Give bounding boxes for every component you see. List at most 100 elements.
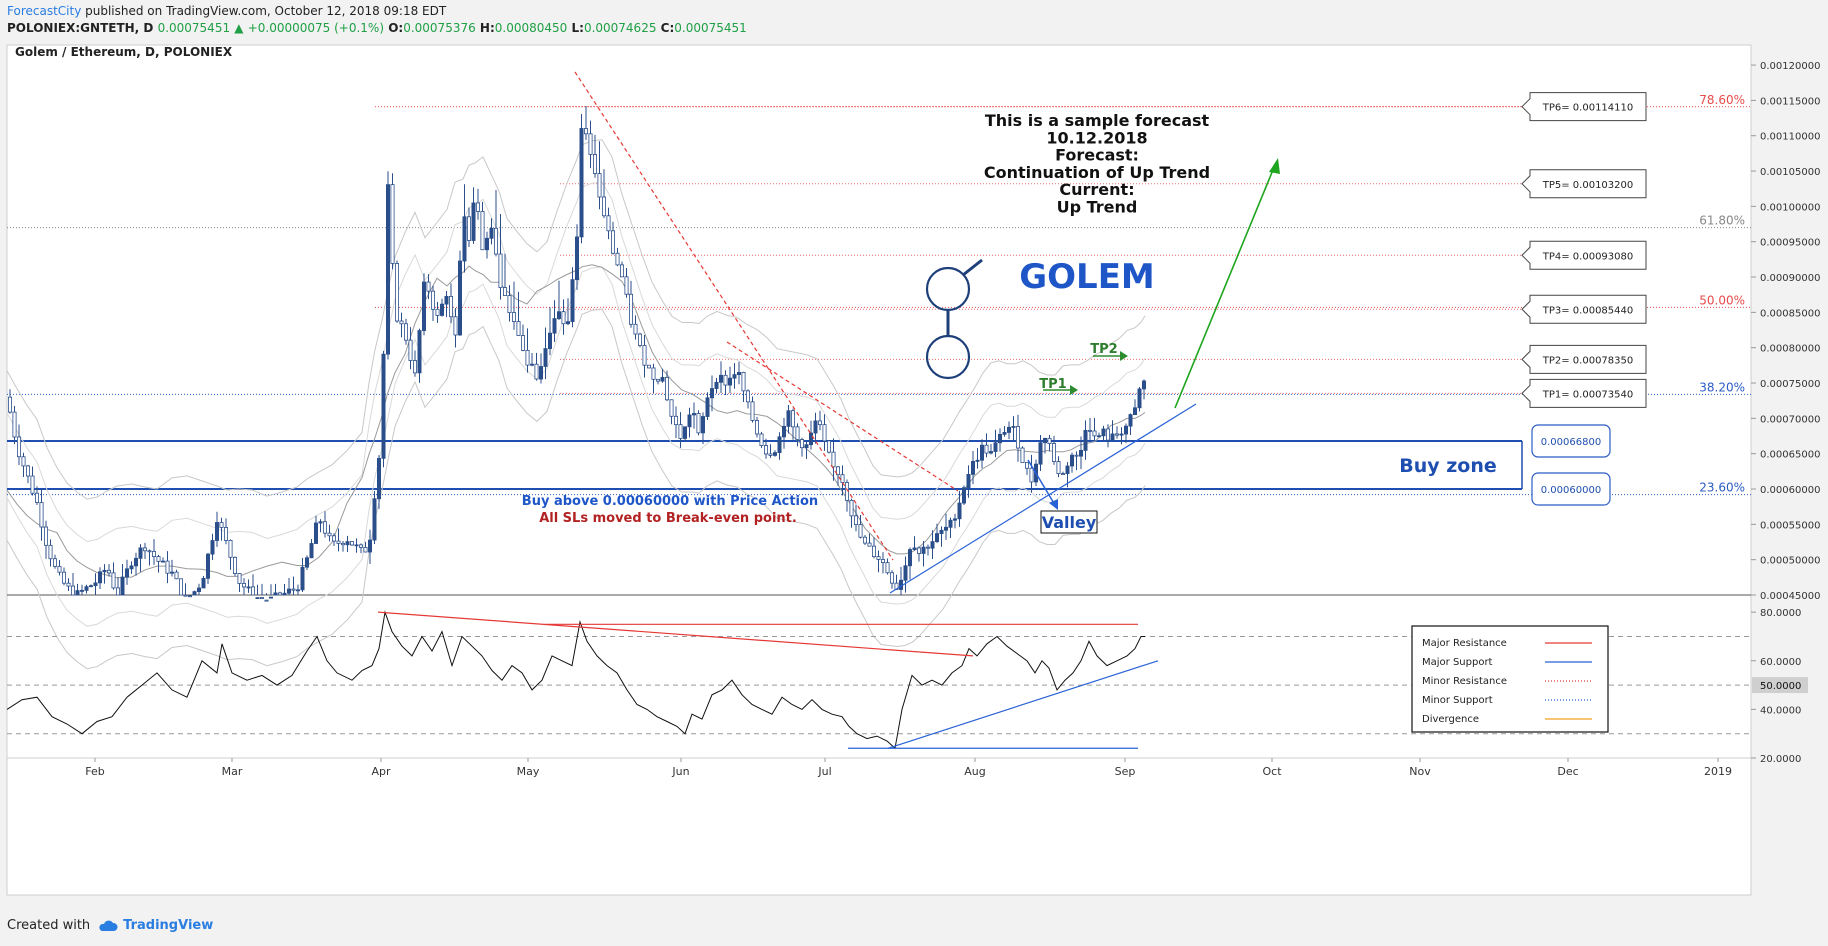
time-axis[interactable]: Feb Mar Apr May Jun Jul Aug Sep Oct Nov Dec 2019: [7, 757, 1751, 778]
candle-body: [484, 237, 489, 251]
candle-body: [475, 202, 480, 212]
candle-body: [237, 573, 242, 584]
candle-body: [35, 492, 40, 503]
candle-body: [232, 556, 237, 574]
candle-body: [282, 592, 287, 596]
candle-body: [912, 547, 917, 550]
candle-body: [885, 562, 890, 574]
time-tick-label: May: [517, 765, 540, 778]
price-tick-label: 0.00080000: [1760, 344, 1820, 355]
candle-body: [962, 487, 967, 504]
candle-body: [804, 444, 809, 449]
candle-body: [71, 585, 76, 596]
candle-body: [521, 335, 526, 351]
legend-label: Minor Support: [1422, 695, 1493, 706]
candle-body: [39, 502, 44, 528]
candle-body: [1137, 388, 1142, 409]
candle-body: [818, 420, 823, 426]
candle-body: [340, 542, 345, 546]
candle-body: [53, 558, 58, 567]
candle-body: [579, 128, 584, 238]
price-axis[interactable]: 0.00120000 0.00115000 0.00110000 0.00105000…: [1751, 61, 1820, 602]
sl-note: All SLs moved to Break-even point.: [539, 511, 797, 526]
candle-body: [84, 586, 89, 591]
candle-body: [57, 565, 62, 573]
candle-body: [25, 465, 30, 477]
candle-body: [1088, 429, 1093, 432]
candle-body: [219, 522, 224, 528]
buy-zone[interactable]: 0.00066800 0.00060000 Buy zone: [7, 424, 1611, 506]
valley-box: [1040, 510, 1098, 534]
candle-body: [984, 444, 989, 454]
last-price: 0.00075451: [157, 21, 231, 35]
candle-body: [512, 312, 517, 322]
time-tick-label: 2019: [1704, 765, 1732, 778]
candle-body: [129, 565, 134, 570]
rsi-tick-label: 40.0000: [1760, 705, 1801, 716]
candle-body: [971, 460, 976, 475]
candle-body: [80, 589, 85, 592]
buy-zone-price-label: 0.00060000: [1541, 485, 1601, 496]
candle-body: [403, 323, 408, 341]
tp2-label: TP2: [1090, 342, 1117, 357]
candle-body: [187, 595, 192, 598]
buy-zone-price-box: [1531, 472, 1611, 506]
candle-body: [502, 287, 507, 296]
candle-body: [588, 133, 593, 155]
price-tick-label: 0.00050000: [1760, 556, 1820, 567]
ohlc-bar: POLONIEX:GNTETH, D 0.00075451 ▲ +0.00000…: [7, 21, 747, 35]
time-tick-label: Feb: [85, 765, 104, 778]
candle-body: [264, 599, 269, 602]
candle-body: [192, 591, 197, 596]
chart-title: Golem / Ethereum, D, POLONIEX: [15, 45, 233, 59]
rsi-current-label: 50.0000: [1760, 681, 1801, 692]
drawings: [574, 71, 1280, 594]
rsi-pane: 80.0000 60.0000 40.0000 20.0000 50.0000 Major…: [6, 608, 1808, 765]
candle-body: [358, 544, 363, 548]
candle-body: [1047, 437, 1052, 445]
candle-body: [903, 565, 908, 581]
candle-body: [525, 349, 530, 366]
buy-zone-price-label: 0.00066800: [1541, 437, 1601, 448]
candle-body: [259, 597, 264, 600]
candle-body: [151, 551, 156, 558]
author-link[interactable]: ForecastCity: [7, 4, 82, 18]
candle-body: [1133, 407, 1138, 415]
candle-body: [948, 519, 953, 528]
candle-body: [584, 128, 589, 135]
valley-arrowhead-icon: [1049, 499, 1058, 510]
golem-title: GOLEM: [1019, 257, 1155, 297]
candle-body: [295, 589, 300, 592]
candle-body: [466, 216, 471, 241]
candle-body: [165, 560, 170, 574]
close-label: C:: [660, 21, 675, 35]
candle-body: [98, 571, 103, 584]
time-tick-label: Sep: [1115, 765, 1136, 778]
candle-body: [439, 303, 444, 316]
candle-body: [1007, 426, 1012, 433]
candle-body: [638, 333, 643, 346]
candle-body: [309, 543, 314, 559]
chart-canvas[interactable]: Golem / Ethereum, D, POLONIEX 78.60% 61.8…: [0, 40, 1828, 912]
candle-body: [1056, 461, 1061, 474]
valley-label: Valley: [1042, 513, 1097, 532]
candle-body: [935, 533, 940, 542]
candle-body: [557, 311, 562, 319]
tradingview-logo[interactable]: TradingView: [98, 918, 213, 933]
fib-label: 38.20%: [1699, 380, 1745, 394]
candle-body: [759, 433, 764, 446]
candle-body: [394, 263, 399, 322]
candle-body: [647, 364, 652, 369]
forecast-arrowhead-icon: [1269, 158, 1280, 174]
rsi-tick-label: 80.0000: [1760, 608, 1801, 619]
rsi-tick-label: 60.0000: [1760, 657, 1801, 668]
candle-body: [390, 184, 395, 264]
candle-body: [611, 230, 616, 254]
candle-body: [561, 311, 566, 325]
down-trendline-1: [574, 71, 894, 561]
candle-body: [764, 445, 769, 455]
candle-body: [196, 587, 201, 592]
legend-label: Major Support: [1422, 657, 1493, 668]
candle-body: [408, 339, 413, 361]
candle-body: [989, 451, 994, 454]
